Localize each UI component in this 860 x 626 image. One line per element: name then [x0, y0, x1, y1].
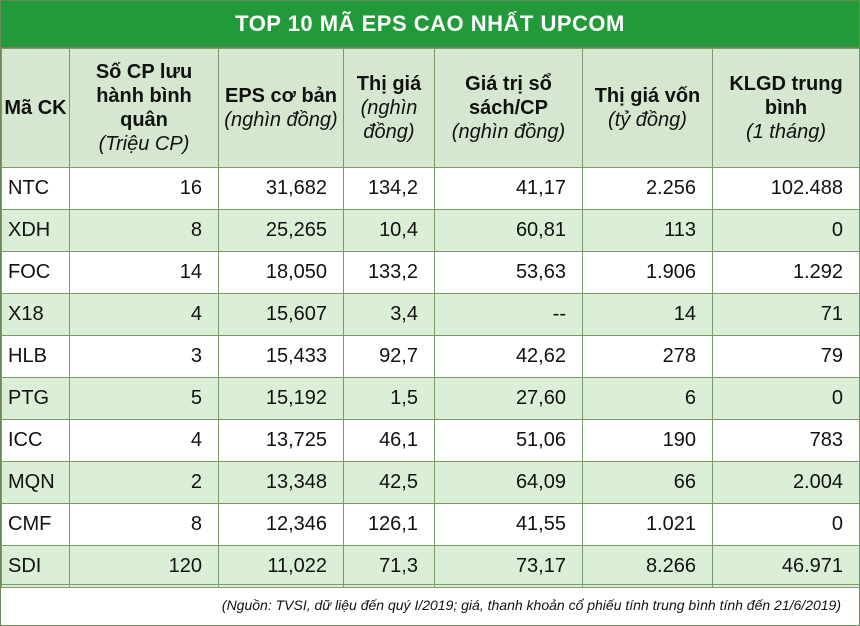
cell-book-value: 60,81 [434, 209, 583, 252]
cell-price: 42,5 [343, 461, 435, 504]
col-header-market-cap: Thị giá vốn (tỷ đồng) [582, 48, 713, 168]
cell-code: MQN [1, 461, 70, 504]
eps-table: Mã CK Số CP lưu hành bình quân (Triệu CP)… [1, 48, 860, 588]
cell-shares: 4 [69, 293, 219, 336]
cell-eps: 15,607 [218, 293, 344, 336]
table-row: XDH 8 25,265 10,4 60,81 113 0 [1, 209, 860, 252]
cell-volume: 2.004 [712, 461, 860, 504]
cell-eps: 13,725 [218, 419, 344, 462]
table-row: FOC 14 18,050 133,2 53,63 1.906 1.292 [1, 251, 860, 294]
cell-price: 3,4 [343, 293, 435, 336]
cell-book-value: 41,17 [434, 167, 583, 210]
cell-price: 133,2 [343, 251, 435, 294]
table-row: CMF 8 12,346 126,1 41,55 1.021 0 [1, 503, 860, 546]
cell-market-cap: 278 [582, 335, 713, 378]
cell-price: 92,7 [343, 335, 435, 378]
cell-eps: 31,682 [218, 167, 344, 210]
cell-eps: 13,348 [218, 461, 344, 504]
cell-eps: 12,346 [218, 503, 344, 546]
cell-market-cap: 1.021 [582, 503, 713, 546]
cell-volume: 783 [712, 419, 860, 462]
cell-shares: 16 [69, 167, 219, 210]
cell-code: X18 [1, 293, 70, 336]
cell-code: FOC [1, 251, 70, 294]
table-row: PTG 5 15,192 1,5 27,60 6 0 [1, 377, 860, 420]
cell-eps: 15,433 [218, 335, 344, 378]
cell-price: 134,2 [343, 167, 435, 210]
cell-eps: 15,192 [218, 377, 344, 420]
cell-market-cap: 14 [582, 293, 713, 336]
cell-shares: 120 [69, 545, 219, 588]
cell-code: CMF [1, 503, 70, 546]
cell-price: 46,1 [343, 419, 435, 462]
cell-book-value: 27,60 [434, 377, 583, 420]
cell-eps: 11,022 [218, 545, 344, 588]
col-header-book-value: Giá trị sổ sách/CP (nghìn đồng) [434, 48, 583, 168]
cell-shares: 8 [69, 503, 219, 546]
table-row: MQN 2 13,348 42,5 64,09 66 2.004 [1, 461, 860, 504]
table-title: TOP 10 MÃ EPS CAO NHẤT UPCOM [1, 1, 859, 48]
col-header-volume: KLGD trung bình (1 tháng) [712, 48, 860, 168]
cell-shares: 4 [69, 419, 219, 462]
table-row: X18 4 15,607 3,4 -- 14 71 [1, 293, 860, 336]
cell-market-cap: 6 [582, 377, 713, 420]
cell-book-value: 51,06 [434, 419, 583, 462]
cell-book-value: 42,62 [434, 335, 583, 378]
cell-eps: 25,265 [218, 209, 344, 252]
cell-volume: 0 [712, 209, 860, 252]
col-header-shares: Số CP lưu hành bình quân (Triệu CP) [69, 48, 219, 168]
cell-volume: 102.488 [712, 167, 860, 210]
cell-market-cap: 2.256 [582, 167, 713, 210]
cell-market-cap: 113 [582, 209, 713, 252]
cell-price: 126,1 [343, 503, 435, 546]
cell-book-value: 64,09 [434, 461, 583, 504]
cell-volume: 46.971 [712, 545, 860, 588]
cell-volume: 79 [712, 335, 860, 378]
cell-book-value: 41,55 [434, 503, 583, 546]
cell-market-cap: 66 [582, 461, 713, 504]
table-row: SDI 120 11,022 71,3 73,17 8.266 46.971 [1, 545, 860, 588]
cell-code: PTG [1, 377, 70, 420]
cell-eps: 18,050 [218, 251, 344, 294]
cell-shares: 14 [69, 251, 219, 294]
cell-code: SDI [1, 545, 70, 588]
cell-market-cap: 1.906 [582, 251, 713, 294]
col-header-code: Mã CK [1, 48, 70, 168]
cell-market-cap: 8.266 [582, 545, 713, 588]
cell-volume: 71 [712, 293, 860, 336]
cell-volume: 0 [712, 503, 860, 546]
cell-code: NTC [1, 167, 70, 210]
col-header-price: Thị giá (nghìn đồng) [343, 48, 435, 168]
header-row: Mã CK Số CP lưu hành bình quân (Triệu CP)… [1, 48, 860, 168]
cell-book-value: 53,63 [434, 251, 583, 294]
cell-price: 10,4 [343, 209, 435, 252]
table-row: NTC 16 31,682 134,2 41,17 2.256 102.488 [1, 167, 860, 210]
table-row: ICC 4 13,725 46,1 51,06 190 783 [1, 419, 860, 462]
cell-book-value: 73,17 [434, 545, 583, 588]
cell-code: XDH [1, 209, 70, 252]
cell-code: ICC [1, 419, 70, 462]
cell-shares: 3 [69, 335, 219, 378]
cell-price: 71,3 [343, 545, 435, 588]
cell-shares: 2 [69, 461, 219, 504]
col-header-eps: EPS cơ bản (nghìn đồng) [218, 48, 344, 168]
cell-volume: 0 [712, 377, 860, 420]
cell-market-cap: 190 [582, 419, 713, 462]
cell-book-value: -- [434, 293, 583, 336]
source-note: (Nguồn: TVSI, dữ liệu đến quý I/2019; gi… [1, 584, 859, 625]
cell-volume: 1.292 [712, 251, 860, 294]
cell-price: 1,5 [343, 377, 435, 420]
cell-code: HLB [1, 335, 70, 378]
cell-shares: 5 [69, 377, 219, 420]
cell-shares: 8 [69, 209, 219, 252]
table-row: HLB 3 15,433 92,7 42,62 278 79 [1, 335, 860, 378]
